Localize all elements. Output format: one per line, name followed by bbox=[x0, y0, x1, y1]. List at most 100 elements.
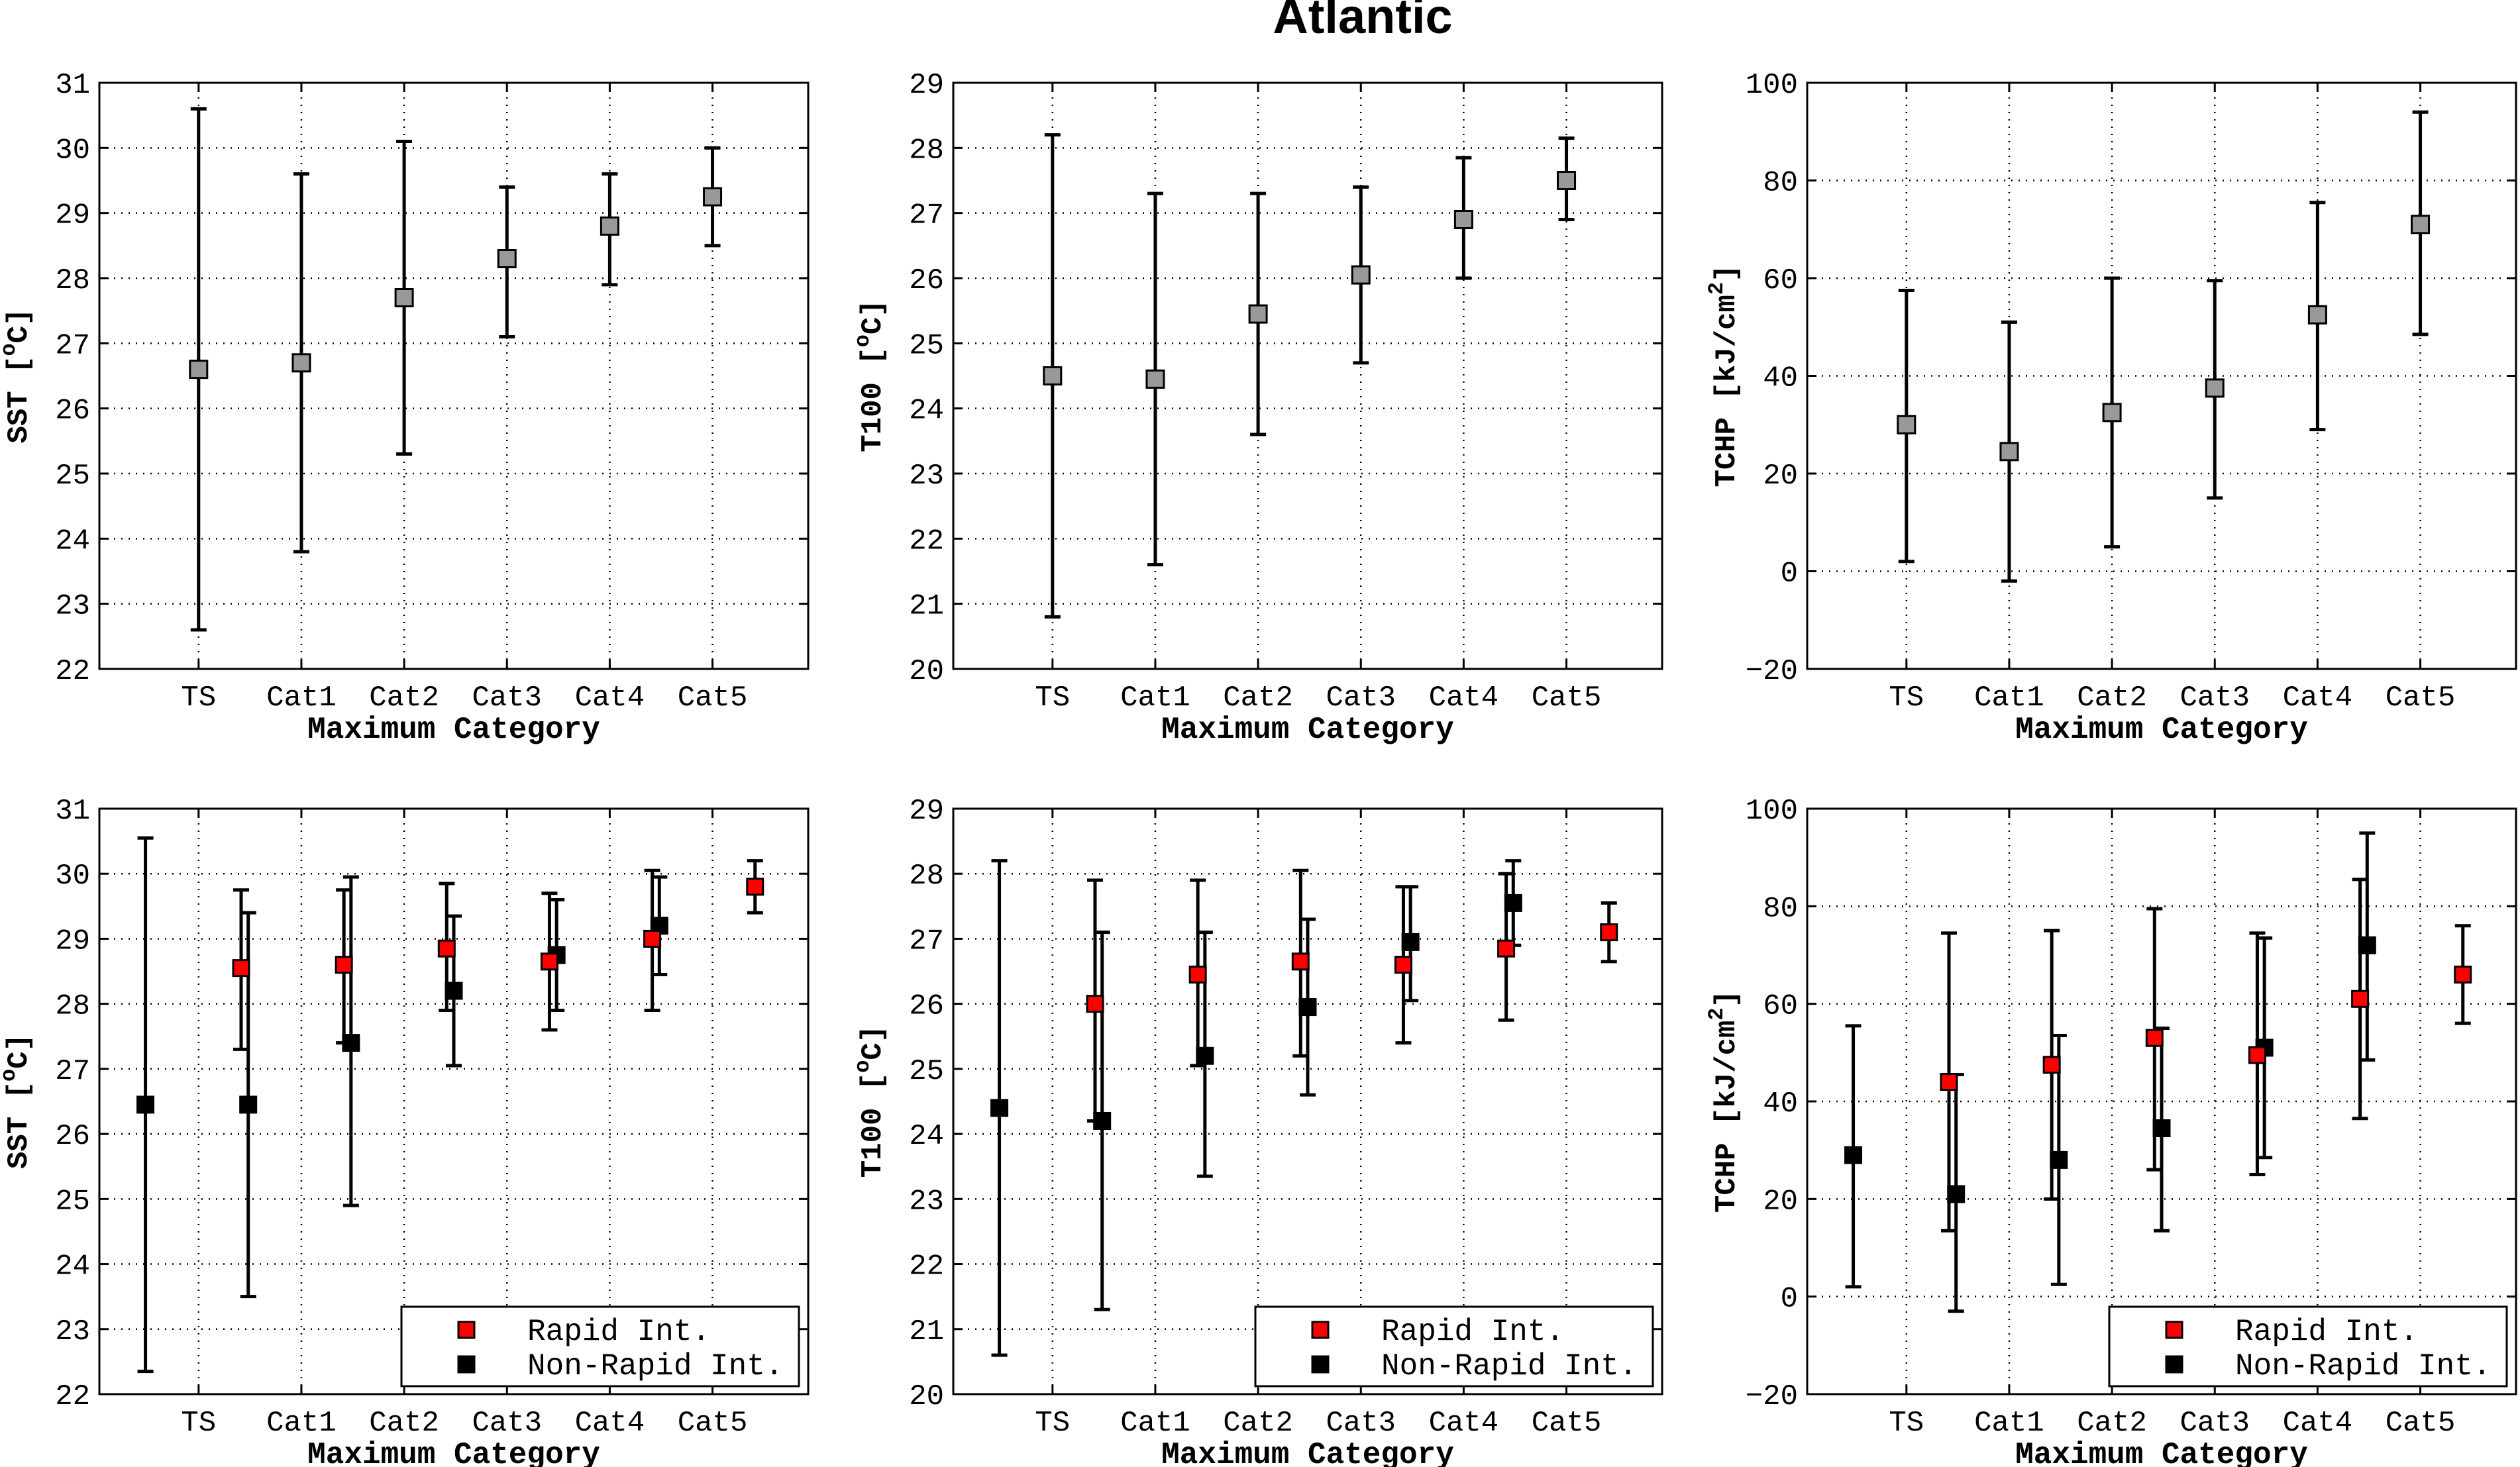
legend-label: Rapid Int. bbox=[2235, 1315, 2418, 1349]
data-point bbox=[1600, 923, 1618, 942]
y-tick-label: 29 bbox=[909, 795, 944, 828]
y-tick-label: 22 bbox=[55, 1380, 90, 1413]
x-tick-label: Cat1 bbox=[1974, 682, 2044, 715]
data-point bbox=[1145, 369, 1165, 389]
legend: Rapid Int.Non-Rapid Int. bbox=[400, 1305, 800, 1388]
y-tick-label: 24 bbox=[55, 525, 90, 558]
data-point bbox=[335, 956, 353, 974]
legend-label: Non-Rapid Int. bbox=[1381, 1349, 1637, 1384]
plot-area bbox=[953, 809, 1662, 1394]
x-axis-label: Maximum Category bbox=[2015, 1438, 2308, 1467]
x-tick-label: Cat2 bbox=[2077, 682, 2147, 715]
x-tick-label: Cat2 bbox=[369, 1407, 439, 1440]
x-tick-label: Cat1 bbox=[266, 682, 337, 715]
y-tick-label: 27 bbox=[909, 199, 944, 232]
y-tick-label: 23 bbox=[55, 590, 90, 623]
data-point bbox=[990, 1099, 1009, 1117]
y-tick-label: 22 bbox=[55, 655, 90, 688]
y-tick-label: 24 bbox=[909, 1120, 944, 1153]
chart-panel-top-middle: 20 21 22 23 24 25 26 27 28 29 TS Cat1 Cat2 Cat3 Cat4 Ca… bbox=[851, 69, 1663, 747]
y-tick-label: 20 bbox=[1763, 1185, 1798, 1218]
data-point bbox=[437, 939, 456, 958]
legend-marker bbox=[457, 1355, 476, 1374]
y-tick-label: 80 bbox=[1763, 892, 1798, 925]
data-point bbox=[1086, 995, 1104, 1013]
y-tick-label: 23 bbox=[909, 1185, 944, 1218]
y-tick-label: 29 bbox=[909, 69, 944, 102]
data-point bbox=[2411, 215, 2431, 234]
y-axis-label: TCHP [kJ/cm2] bbox=[1705, 990, 1744, 1213]
x-tick-label: Cat3 bbox=[472, 1407, 542, 1440]
plot-area bbox=[99, 83, 808, 669]
legend-marker bbox=[2165, 1321, 2183, 1339]
y-tick-label: 0 bbox=[1781, 1283, 1798, 1316]
data-point bbox=[1453, 210, 1473, 229]
plot-area bbox=[1807, 83, 2516, 669]
data-point bbox=[2145, 1029, 2164, 1047]
y-tick-label: 22 bbox=[909, 525, 944, 558]
data-point bbox=[1188, 965, 1207, 984]
y-tick-label: 31 bbox=[55, 795, 90, 828]
x-tick-label: Cat1 bbox=[266, 1407, 337, 1440]
y-tick-label: 21 bbox=[909, 590, 944, 623]
legend-label: Rapid Int. bbox=[1381, 1315, 1564, 1349]
x-tick-label: Cat4 bbox=[2283, 1407, 2353, 1440]
y-tick-label: −20 bbox=[1746, 1380, 1798, 1413]
data-point bbox=[189, 360, 209, 379]
data-point bbox=[136, 1095, 155, 1114]
data-point bbox=[1291, 952, 1310, 971]
data-point bbox=[1497, 939, 1516, 958]
y-tick-label: 20 bbox=[909, 1380, 944, 1413]
x-tick-label: TS bbox=[1035, 682, 1070, 715]
axes-frame bbox=[952, 807, 1663, 1395]
data-point bbox=[2205, 378, 2225, 398]
y-tick-label: 25 bbox=[909, 329, 944, 362]
chart-panel-bottom-middle: 20 21 22 23 24 25 26 27 28 29 TS Cat1 Cat2 Cat3 Cat4 Ca… bbox=[851, 795, 1663, 1467]
x-axis-label: Maximum Category bbox=[1161, 1438, 1454, 1467]
data-point bbox=[394, 288, 414, 307]
y-tick-label: 21 bbox=[909, 1315, 944, 1348]
y-tick-label: 20 bbox=[1763, 460, 1798, 493]
y-tick-label: 23 bbox=[909, 460, 944, 493]
legend-marker bbox=[457, 1321, 476, 1339]
data-point bbox=[291, 353, 311, 373]
legend-marker bbox=[1311, 1321, 1330, 1339]
data-point bbox=[1844, 1146, 1863, 1164]
data-point bbox=[1043, 366, 1063, 385]
chart-panel-bottom-left: 22 23 24 25 26 27 28 29 30 31 TS Cat1 Cat2 Cat3 Cat4 Ca… bbox=[0, 795, 810, 1467]
y-tick-label: 26 bbox=[909, 990, 944, 1023]
y-tick-label: 26 bbox=[55, 395, 90, 428]
data-point bbox=[2248, 1046, 2266, 1064]
x-tick-label: Cat5 bbox=[1532, 1407, 1602, 1440]
x-tick-label: Cat5 bbox=[2386, 1407, 2456, 1440]
y-tick-label: 26 bbox=[55, 1120, 90, 1153]
axes-frame bbox=[98, 807, 810, 1395]
data-point bbox=[746, 878, 764, 896]
data-point bbox=[540, 952, 558, 971]
legend-label: Non-Rapid Int. bbox=[2235, 1349, 2491, 1384]
y-axis-label: TCHP [kJ/cm2] bbox=[1705, 264, 1744, 487]
y-tick-label: 28 bbox=[909, 860, 944, 893]
x-tick-label: Cat4 bbox=[1429, 682, 1499, 715]
data-point bbox=[1999, 442, 2019, 462]
x-tick-label: Cat1 bbox=[1974, 1407, 2044, 1440]
x-tick-label: TS bbox=[181, 1407, 216, 1440]
axes-frame bbox=[952, 81, 1663, 670]
y-tick-label: 22 bbox=[909, 1250, 944, 1284]
legend: Rapid Int.Non-Rapid Int. bbox=[2108, 1305, 2508, 1388]
x-tick-label: TS bbox=[181, 682, 216, 715]
data-point bbox=[1401, 933, 1420, 951]
y-tick-label: 31 bbox=[55, 69, 90, 102]
legend-label: Non-Rapid Int. bbox=[527, 1349, 783, 1384]
y-tick-label: 25 bbox=[909, 1055, 944, 1088]
x-tick-label: Cat2 bbox=[2077, 1407, 2147, 1440]
chart-panel-bottom-right: −20 0 20 40 60 80 100 TS Cat1 Cat2 Cat3 Cat4 Cat5 Max… bbox=[1705, 795, 2517, 1467]
data-point bbox=[1351, 265, 1371, 285]
x-tick-label: Cat3 bbox=[1326, 1407, 1396, 1440]
data-point bbox=[1897, 415, 1916, 434]
x-tick-label: Cat3 bbox=[2179, 1407, 2250, 1440]
plot-area bbox=[99, 809, 808, 1394]
x-tick-label: Cat5 bbox=[678, 682, 748, 715]
x-tick-label: Cat4 bbox=[575, 682, 645, 715]
x-tick-label: TS bbox=[1889, 1407, 1924, 1440]
